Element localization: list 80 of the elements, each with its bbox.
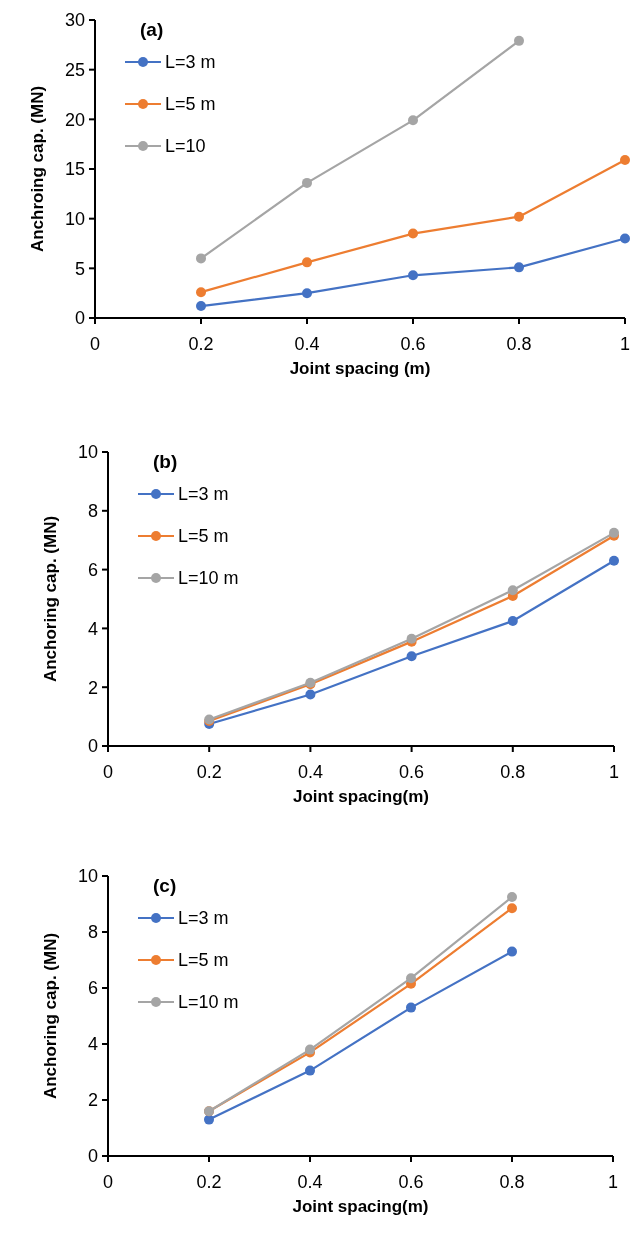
y-tick-label: 4 xyxy=(87,618,98,639)
x-tick-label: 0.6 xyxy=(398,1172,424,1192)
point xyxy=(302,257,312,268)
x-tick-label: 0.8 xyxy=(499,1172,525,1192)
point xyxy=(514,262,524,273)
x-tick-label: 0.8 xyxy=(500,762,526,782)
y-tick-label: 10 xyxy=(64,208,85,229)
legend-label: L=5 m xyxy=(178,526,229,547)
legend-label: L=10 m xyxy=(178,992,239,1013)
y-axis-title: Anchoring cap. (MN) xyxy=(41,932,60,1100)
x-tick-label: 0.6 xyxy=(399,762,425,782)
legend-label: L=5 m xyxy=(165,94,216,115)
point xyxy=(507,585,518,596)
y-tick-label: 15 xyxy=(64,159,85,180)
y-tick-label: 10 xyxy=(77,866,98,887)
point xyxy=(507,903,517,914)
x-tick-label: 0.2 xyxy=(196,1172,222,1192)
y-axis-title: Anchoring cap. (MN) xyxy=(41,515,60,683)
x-tick-label: 0.6 xyxy=(400,334,426,354)
point xyxy=(408,115,418,126)
point xyxy=(507,946,517,957)
point xyxy=(305,1065,315,1076)
point xyxy=(408,270,418,281)
x-tick-label: 1 xyxy=(608,762,620,782)
point xyxy=(196,287,206,298)
x-axis-title: Joint spacing (m) xyxy=(289,359,431,378)
x-tick-label: 1 xyxy=(619,334,631,354)
y-tick-label: 4 xyxy=(87,1034,98,1055)
point xyxy=(406,651,417,662)
y-tick-label: 30 xyxy=(64,10,85,31)
legend-label: L=3 m xyxy=(178,484,229,505)
point xyxy=(302,177,312,188)
chart-title: (a) xyxy=(140,19,164,40)
y-tick-label: 25 xyxy=(64,59,85,80)
y-tick-label: 20 xyxy=(64,109,85,130)
x-axis-title: Joint spacing(m) xyxy=(292,787,430,806)
point xyxy=(196,253,206,264)
chart-title: (b) xyxy=(153,451,178,472)
legend-label: L=10 m xyxy=(178,568,239,589)
point xyxy=(196,301,206,312)
point xyxy=(406,1002,416,1013)
x-axis-title: Joint spacing(m) xyxy=(292,1197,429,1216)
point xyxy=(302,288,312,299)
y-tick-label: 6 xyxy=(87,978,98,999)
legend-label: L=3 m xyxy=(178,908,229,929)
x-tick-label: 1 xyxy=(607,1172,619,1192)
legend-label: L=5 m xyxy=(178,950,229,971)
y-tick-label: 10 xyxy=(77,442,98,463)
x-tick-label: 0 xyxy=(102,1172,114,1192)
y-tick-label: 5 xyxy=(74,258,85,279)
x-tick-label: 0.2 xyxy=(188,334,214,354)
y-tick-label: 8 xyxy=(87,501,98,522)
y-axis-title: Anchroing cap. (MN) xyxy=(28,85,47,253)
y-tick-label: 8 xyxy=(87,922,98,943)
y-tick-label: 2 xyxy=(87,677,98,698)
x-tick-label: 0.4 xyxy=(297,1172,323,1192)
x-tick-label: 0 xyxy=(102,762,114,782)
y-tick-label: 2 xyxy=(87,1090,98,1111)
point xyxy=(406,973,416,984)
point xyxy=(514,35,524,46)
point xyxy=(305,689,316,700)
point xyxy=(507,616,518,627)
y-tick-label: 0 xyxy=(74,308,85,329)
point xyxy=(204,1114,214,1125)
point xyxy=(507,892,517,902)
x-tick-label: 0.2 xyxy=(196,762,222,782)
point xyxy=(609,555,619,566)
chart-title: (c) xyxy=(153,875,177,896)
x-tick-label: 0.8 xyxy=(506,334,532,354)
point xyxy=(408,228,418,239)
legend-label: L=3 m xyxy=(165,52,216,73)
y-tick-label: 0 xyxy=(87,1146,98,1167)
point xyxy=(620,155,630,166)
point xyxy=(620,233,630,244)
x-tick-label: 0.4 xyxy=(297,762,323,782)
legend-label: L=10 xyxy=(165,136,206,157)
y-tick-label: 0 xyxy=(87,736,98,757)
point xyxy=(514,211,524,222)
x-tick-label: 0.4 xyxy=(294,334,320,354)
y-tick-label: 6 xyxy=(87,559,98,580)
